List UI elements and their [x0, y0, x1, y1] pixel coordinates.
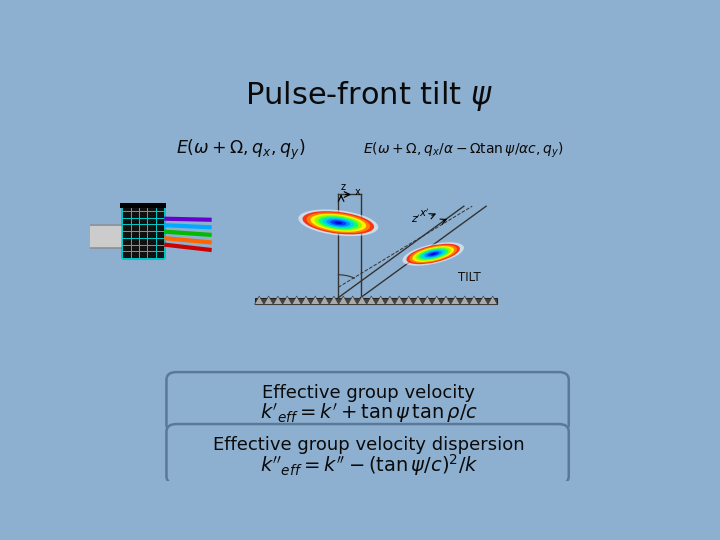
Ellipse shape	[298, 210, 378, 236]
Polygon shape	[460, 296, 469, 305]
Bar	[120, 203, 166, 208]
Ellipse shape	[415, 247, 451, 261]
Text: $x'$: $x'$	[419, 206, 430, 219]
Polygon shape	[395, 296, 404, 305]
Ellipse shape	[421, 249, 445, 259]
Polygon shape	[292, 296, 301, 305]
Ellipse shape	[427, 252, 439, 256]
Text: Effective group velocity dispersion: Effective group velocity dispersion	[213, 436, 525, 454]
FancyBboxPatch shape	[166, 424, 569, 484]
Polygon shape	[329, 296, 338, 305]
Ellipse shape	[69, 227, 81, 246]
Text: x: x	[355, 187, 361, 197]
Text: Pulse-front tilt $\psi$: Pulse-front tilt $\psi$	[245, 79, 493, 113]
Polygon shape	[376, 296, 385, 305]
Ellipse shape	[410, 245, 457, 263]
Polygon shape	[301, 296, 310, 305]
Text: $k''_{eff} = k'' - (\tan\psi/c)^2/k$: $k''_{eff} = k'' - (\tan\psi/c)^2/k$	[260, 452, 478, 478]
Polygon shape	[274, 296, 283, 305]
Polygon shape	[338, 296, 348, 305]
Polygon shape	[310, 296, 320, 305]
Polygon shape	[348, 296, 357, 305]
Ellipse shape	[402, 242, 464, 266]
Polygon shape	[451, 296, 460, 305]
Ellipse shape	[310, 214, 366, 232]
Polygon shape	[366, 296, 376, 305]
Polygon shape	[255, 296, 264, 305]
Text: $E(\omega+\Omega, q_x/\alpha - \Omega\tan\psi/\alpha c, q_y)$: $E(\omega+\Omega, q_x/\alpha - \Omega\ta…	[364, 140, 564, 160]
Polygon shape	[469, 296, 479, 305]
Ellipse shape	[418, 248, 448, 260]
Text: $E(\omega+\Omega, q_x, q_y)$: $E(\omega+\Omega, q_x, q_y)$	[176, 138, 305, 162]
Bar	[255, 298, 498, 305]
Polygon shape	[404, 296, 413, 305]
Polygon shape	[264, 296, 274, 305]
Ellipse shape	[318, 217, 359, 230]
Ellipse shape	[406, 244, 460, 264]
Ellipse shape	[302, 211, 374, 234]
Ellipse shape	[323, 218, 354, 228]
Ellipse shape	[413, 246, 454, 262]
Bar	[122, 204, 164, 258]
FancyBboxPatch shape	[166, 372, 569, 432]
Ellipse shape	[334, 221, 342, 224]
FancyBboxPatch shape	[72, 225, 128, 248]
Polygon shape	[488, 296, 498, 305]
Text: z: z	[341, 181, 346, 192]
Polygon shape	[423, 296, 432, 305]
Ellipse shape	[315, 215, 362, 231]
Ellipse shape	[430, 253, 436, 255]
Polygon shape	[479, 296, 488, 305]
Polygon shape	[441, 296, 451, 305]
Ellipse shape	[330, 220, 346, 225]
Ellipse shape	[307, 212, 370, 233]
Ellipse shape	[326, 219, 350, 227]
Polygon shape	[320, 296, 329, 305]
Polygon shape	[357, 296, 366, 305]
Polygon shape	[413, 296, 423, 305]
Polygon shape	[385, 296, 395, 305]
Polygon shape	[283, 296, 292, 305]
Text: $k'_{eff} = k' + \tan\psi\,\tan\rho/c$: $k'_{eff} = k' + \tan\psi\,\tan\rho/c$	[260, 401, 478, 425]
Text: Effective group velocity: Effective group velocity	[263, 384, 475, 402]
Text: $z'$: $z'$	[411, 212, 420, 225]
Polygon shape	[432, 296, 441, 305]
Ellipse shape	[424, 251, 442, 258]
Text: TILT: TILT	[459, 271, 481, 284]
